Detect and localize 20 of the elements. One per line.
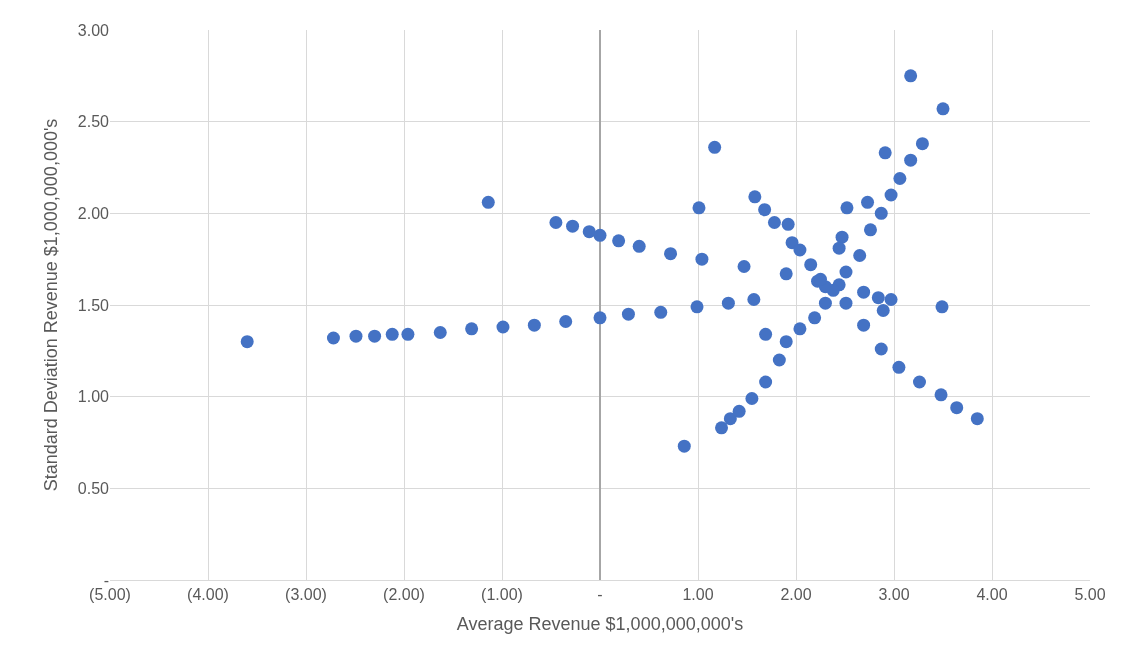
- x-tick-label: (3.00): [285, 586, 327, 604]
- y-tick-label: 2.50: [77, 113, 110, 131]
- y-tick-label: 1.50: [77, 296, 110, 314]
- y-tick-label: 0.50: [77, 479, 110, 497]
- x-tick-label: 2.00: [780, 586, 812, 604]
- x-tick-label: -: [597, 586, 603, 604]
- y-tick-label: -: [103, 571, 109, 589]
- x-axis-title: Average Revenue $1,000,000,000's: [456, 614, 744, 635]
- x-tick-label: 4.00: [976, 586, 1008, 604]
- x-tick-label: 3.00: [878, 586, 910, 604]
- x-tick-label: 1.00: [682, 586, 714, 604]
- y-tick-label: 3.00: [77, 21, 110, 39]
- y-tick-label: 2.00: [77, 204, 110, 222]
- x-tick-label: (2.00): [383, 586, 425, 604]
- x-tick-label: 5.00: [1074, 586, 1106, 604]
- y-axis-title: Standard Deviation Revenue $1,000,000,000's: [41, 118, 62, 492]
- y-tick-label: 1.00: [77, 388, 110, 406]
- x-tick-label: (4.00): [187, 586, 229, 604]
- x-tick-label: (1.00): [481, 586, 523, 604]
- x-tick-label: (5.00): [89, 586, 131, 604]
